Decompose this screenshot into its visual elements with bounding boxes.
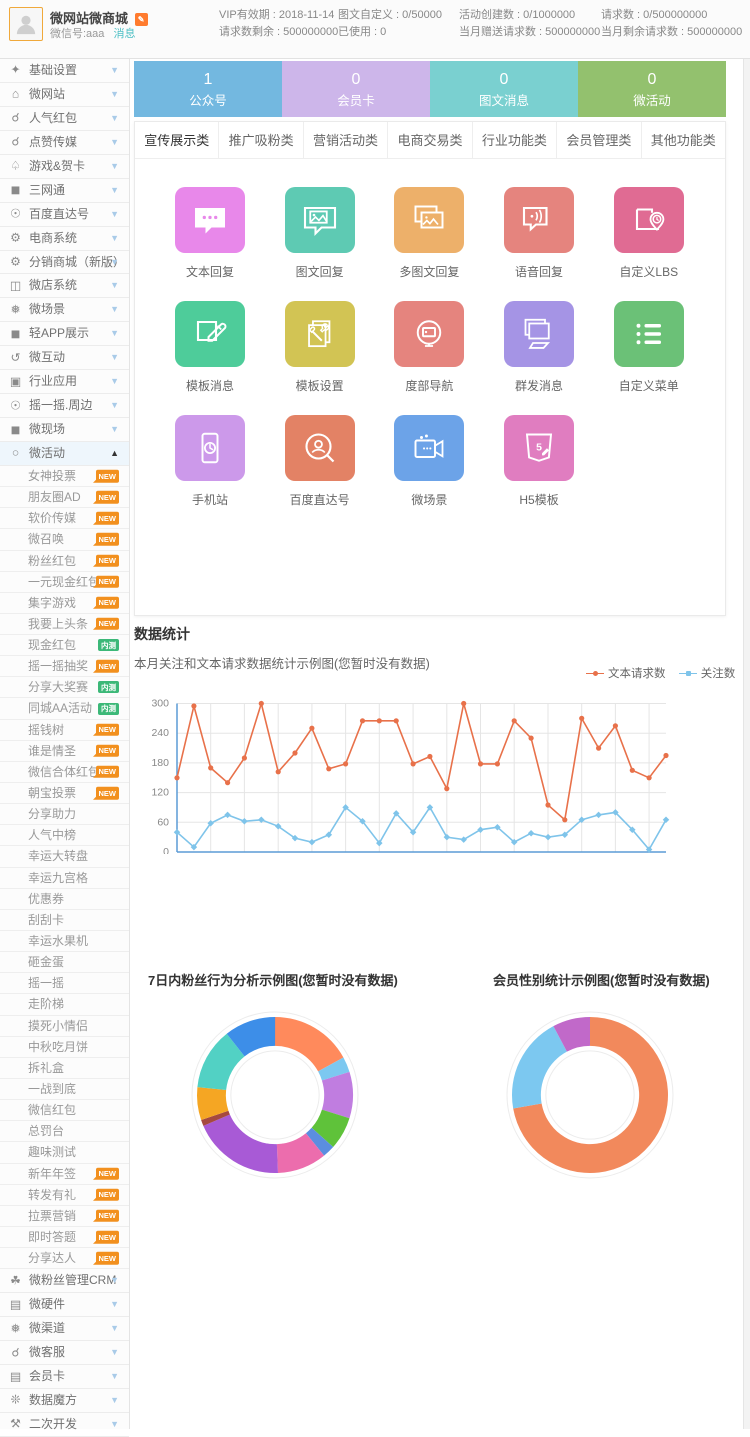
svg-text:300: 300	[151, 698, 169, 710]
svg-text:60: 60	[157, 816, 169, 828]
svg-text:5: 5	[536, 441, 542, 453]
svg-text:240: 240	[151, 727, 169, 739]
svg-text:0: 0	[163, 846, 169, 854]
svg-text:120: 120	[151, 787, 169, 799]
svg-text:180: 180	[151, 757, 169, 769]
